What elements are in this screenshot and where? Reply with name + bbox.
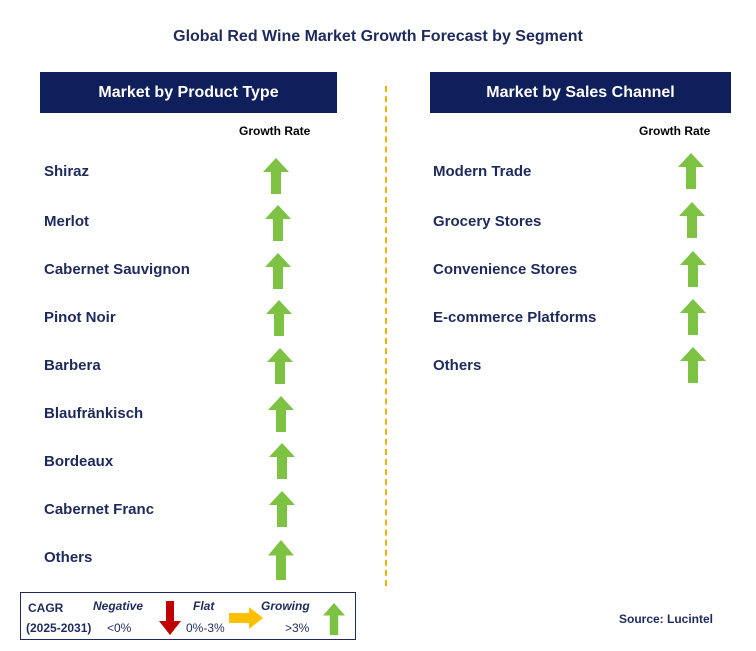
sales-channel-item-ecommerce-platforms: E-commerce Platforms bbox=[433, 309, 597, 326]
growing-arrow-icon bbox=[263, 158, 289, 194]
legend-cagr-label: CAGR bbox=[28, 601, 64, 615]
legend-period: (2025-2031) bbox=[26, 621, 92, 635]
product-type-item-cabernet-franc: Cabernet Franc bbox=[44, 501, 155, 518]
growing-arrow-icon bbox=[267, 348, 293, 384]
product-type-item-barbera: Barbera bbox=[44, 357, 101, 374]
growing-arrow-icon bbox=[268, 540, 294, 580]
product-type-item-bordeaux: Bordeaux bbox=[44, 453, 114, 470]
product-type-header: Market by Product Type bbox=[40, 72, 337, 113]
growing-arrow-icon bbox=[269, 491, 295, 527]
growing-arrow-icon bbox=[265, 205, 291, 241]
legend-growing-label: Growing bbox=[261, 599, 310, 613]
growing-arrow-icon bbox=[269, 443, 295, 479]
sales-channel-item-others: Others bbox=[433, 357, 482, 374]
product-type-item-pinot-noir: Pinot Noir bbox=[44, 309, 116, 326]
product-type-growth-rate-label: Growth Rate bbox=[239, 124, 311, 138]
growing-arrow-icon bbox=[678, 153, 704, 189]
source-note: Source: Lucintel bbox=[619, 612, 714, 626]
sales-channel-growth-rate-label: Growth Rate bbox=[639, 124, 711, 138]
legend-flat-range: 0%-3% bbox=[186, 621, 225, 635]
sales-channel-item-grocery-stores: Grocery Stores bbox=[433, 213, 542, 230]
growing-arrow-icon bbox=[680, 251, 706, 287]
chart-title: Global Red Wine Market Growth Forecast b… bbox=[173, 28, 583, 45]
legend-growing-range: >3% bbox=[285, 621, 310, 635]
sales-channel-item-modern-trade: Modern Trade bbox=[433, 163, 532, 180]
flat-arrow-icon bbox=[229, 607, 263, 629]
legend-flat-label: Flat bbox=[193, 599, 215, 613]
column-divider bbox=[385, 86, 387, 586]
growing-arrow-icon bbox=[266, 300, 292, 336]
growing-arrow-icon bbox=[680, 347, 706, 383]
sales-channel-header: Market by Sales Channel bbox=[430, 72, 731, 113]
legend-negative-range: <0% bbox=[107, 621, 132, 635]
product-type-item-cabernet-sauvignon: Cabernet Sauvignon bbox=[44, 261, 190, 278]
product-type-item-merlot: Merlot bbox=[44, 213, 89, 230]
product-type-item-shiraz: Shiraz bbox=[44, 163, 90, 180]
growing-arrow-icon bbox=[680, 299, 706, 335]
product-type-item-others: Others bbox=[44, 549, 93, 566]
growing-arrow-icon bbox=[265, 253, 291, 289]
legend-negative-label: Negative bbox=[93, 599, 144, 613]
growing-arrow-icon bbox=[323, 603, 345, 635]
cagr-legend: CAGR (2025-2031) Negative <0% Flat 0%-3%… bbox=[20, 592, 356, 640]
growing-arrow-icon bbox=[268, 396, 294, 432]
sales-channel-item-convenience-stores: Convenience Stores bbox=[433, 261, 578, 278]
growing-arrow-icon bbox=[679, 202, 705, 238]
negative-arrow-icon bbox=[159, 601, 181, 635]
product-type-item-blaufrankisch: Blaufränkisch bbox=[44, 405, 144, 422]
